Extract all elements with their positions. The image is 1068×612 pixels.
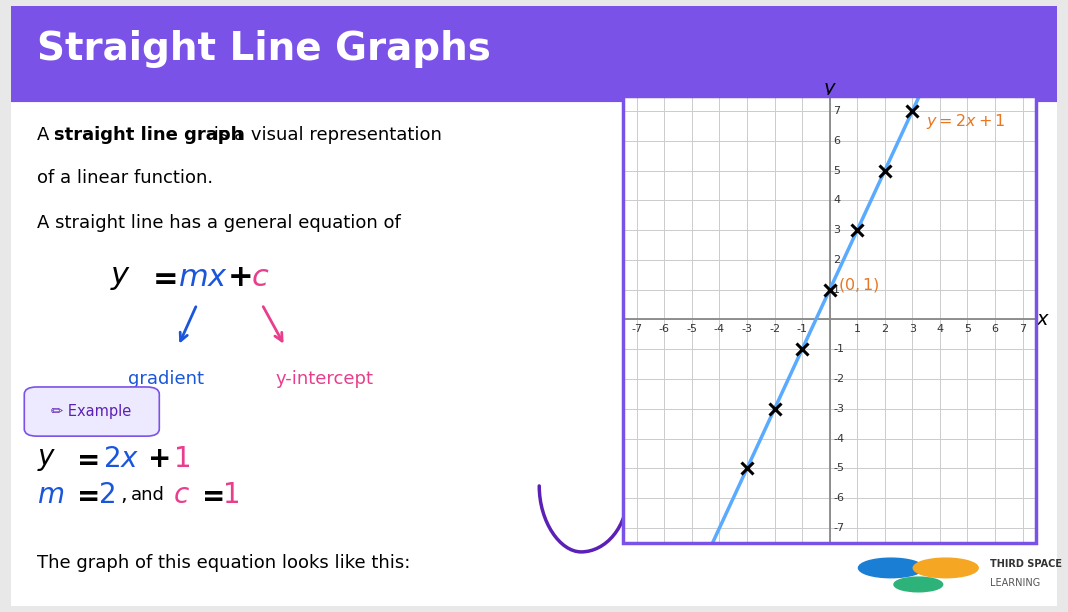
- Text: ✏ Example: ✏ Example: [51, 404, 131, 419]
- Text: and: and: [131, 486, 164, 504]
- Text: 6: 6: [991, 324, 999, 334]
- Text: 5: 5: [833, 166, 841, 176]
- Text: -1: -1: [833, 345, 844, 354]
- Text: THIRD SPACE: THIRD SPACE: [990, 559, 1063, 569]
- Text: $\mathbf{=}$: $\mathbf{=}$: [72, 445, 99, 473]
- Text: $\mathbf{\mathit{2}}$: $\mathbf{\mathit{2}}$: [97, 481, 114, 509]
- Text: $\mathbf{\mathit{y}}$: $\mathbf{\mathit{y}}$: [36, 445, 57, 473]
- Text: -4: -4: [833, 434, 844, 444]
- FancyBboxPatch shape: [0, 0, 1068, 102]
- Text: $(0, 1)$: $(0, 1)$: [838, 276, 880, 294]
- Text: of a linear function.: of a linear function.: [36, 170, 213, 187]
- Text: 7: 7: [1019, 324, 1026, 334]
- Text: -3: -3: [741, 324, 753, 334]
- Text: $\mathbf{=}$: $\mathbf{=}$: [146, 263, 177, 292]
- Text: gradient: gradient: [127, 370, 204, 388]
- Text: A: A: [36, 126, 54, 144]
- Text: y-intercept: y-intercept: [276, 370, 374, 388]
- Text: straight line graph: straight line graph: [53, 126, 242, 144]
- Text: $\mathbf{\mathit{1}}$: $\mathbf{\mathit{1}}$: [222, 481, 239, 509]
- Text: -6: -6: [659, 324, 670, 334]
- Text: -2: -2: [769, 324, 780, 334]
- Text: $\mathbf{\mathit{1}}$: $\mathbf{\mathit{1}}$: [173, 445, 190, 473]
- Text: A straight line has a general equation of: A straight line has a general equation o…: [36, 214, 400, 232]
- Text: $\mathbf{=}$: $\mathbf{=}$: [72, 481, 99, 509]
- Text: $\mathbf{\mathit{c}}$: $\mathbf{\mathit{c}}$: [173, 481, 190, 509]
- Text: -1: -1: [797, 324, 807, 334]
- Text: $\mathbf{\mathit{mx}}$: $\mathbf{\mathit{mx}}$: [178, 263, 229, 292]
- FancyBboxPatch shape: [25, 387, 159, 436]
- Text: 1: 1: [833, 285, 841, 295]
- Text: -4: -4: [713, 324, 725, 334]
- Circle shape: [913, 558, 978, 578]
- Text: $\mathbf{\mathit{2x}}$: $\mathbf{\mathit{2x}}$: [103, 445, 139, 473]
- Text: 6: 6: [833, 136, 841, 146]
- Text: -7: -7: [833, 523, 844, 533]
- Text: 2: 2: [833, 255, 841, 265]
- Text: ,: ,: [121, 485, 127, 505]
- FancyArrowPatch shape: [180, 307, 195, 341]
- Text: The graph of this equation looks like this:: The graph of this equation looks like th…: [36, 554, 410, 572]
- Text: x: x: [1036, 310, 1048, 329]
- Text: $\mathbf{+}$: $\mathbf{+}$: [146, 445, 169, 473]
- Text: $\mathbf{\mathit{m}}$: $\mathbf{\mathit{m}}$: [36, 481, 64, 509]
- Text: $\mathbf{\mathit{y}}$: $\mathbf{\mathit{y}}$: [110, 263, 131, 292]
- FancyArrowPatch shape: [263, 307, 282, 341]
- Text: 2: 2: [881, 324, 889, 334]
- Text: $\mathbf{\mathit{c}}$: $\mathbf{\mathit{c}}$: [251, 263, 270, 292]
- Text: 5: 5: [964, 324, 971, 334]
- Text: 3: 3: [833, 225, 841, 235]
- Text: y: y: [823, 79, 835, 98]
- Text: 4: 4: [937, 324, 943, 334]
- Text: 7: 7: [833, 106, 841, 116]
- Text: -5: -5: [687, 324, 697, 334]
- Text: -7: -7: [631, 324, 642, 334]
- Text: Straight Line Graphs: Straight Line Graphs: [36, 31, 490, 69]
- Text: -2: -2: [833, 374, 844, 384]
- Circle shape: [894, 577, 943, 592]
- Text: -3: -3: [833, 404, 844, 414]
- Text: is a visual representation: is a visual representation: [208, 126, 442, 144]
- Circle shape: [859, 558, 924, 578]
- Text: -6: -6: [833, 493, 844, 503]
- Text: 1: 1: [853, 324, 861, 334]
- Text: LEARNING: LEARNING: [990, 578, 1040, 588]
- Text: $\mathbf{=}$: $\mathbf{=}$: [195, 481, 223, 509]
- FancyArrowPatch shape: [539, 486, 632, 552]
- Text: $y = 2x + 1$: $y = 2x + 1$: [926, 112, 1006, 131]
- Text: $\mathbf{+}$: $\mathbf{+}$: [227, 263, 252, 292]
- Text: 3: 3: [909, 324, 916, 334]
- Text: 4: 4: [833, 195, 841, 206]
- Text: -5: -5: [833, 463, 844, 474]
